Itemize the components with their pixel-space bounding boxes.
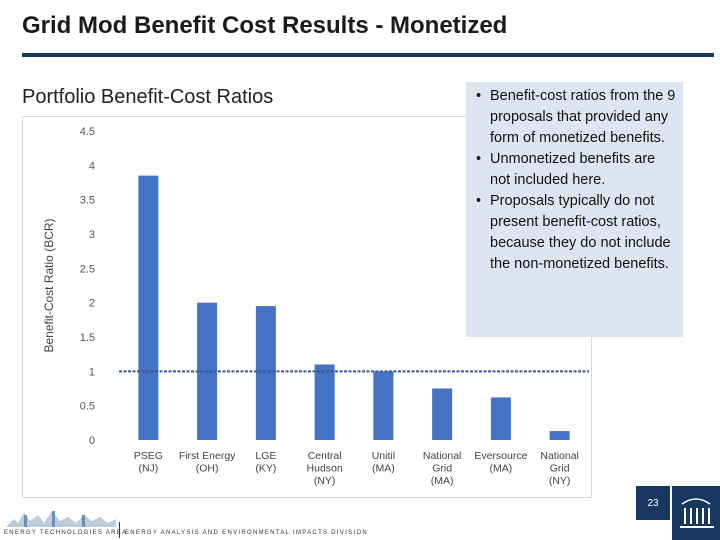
x-tick-label: LGE bbox=[255, 450, 276, 462]
footer-area-name: Energy Technologies Area bbox=[4, 530, 128, 536]
x-tick-label: (MA) bbox=[490, 463, 513, 475]
callout-bullet-list: Benefit-cost ratios from the 9 proposals… bbox=[476, 86, 677, 275]
x-tick-label: Central bbox=[308, 450, 342, 462]
y-tick-label: 4 bbox=[89, 160, 95, 172]
y-tick-label: 0 bbox=[89, 435, 95, 447]
x-tick-label: Hudson bbox=[307, 463, 343, 475]
callout-bullet: Proposals typically do not present benef… bbox=[476, 191, 677, 275]
x-tick-label: (NJ) bbox=[138, 463, 158, 475]
x-tick-label: (KY) bbox=[255, 463, 276, 475]
x-tick-label: Grid bbox=[550, 463, 570, 475]
footer-division-name: Energy Analysis and Environmental Impact… bbox=[125, 530, 369, 536]
x-tick-label: (NY) bbox=[549, 475, 571, 487]
chart-subtitle: Portfolio Benefit-Cost Ratios bbox=[22, 86, 274, 108]
y-tick-label: 3 bbox=[89, 229, 95, 241]
page-number: 23 bbox=[636, 486, 670, 520]
slide-title: Grid Mod Benefit Cost Results - Monetize… bbox=[22, 12, 508, 39]
x-tick-label: Eversource bbox=[474, 450, 527, 462]
x-tick-label: Grid bbox=[432, 463, 452, 475]
y-tick-label: 3.5 bbox=[80, 195, 95, 207]
title-underline bbox=[22, 53, 714, 57]
bar bbox=[432, 388, 453, 440]
skyline-logo-icon bbox=[6, 511, 116, 527]
x-tick-label: National bbox=[423, 450, 462, 462]
callout-box: Benefit-cost ratios from the 9 proposals… bbox=[466, 82, 683, 337]
x-tick-label: PSEG bbox=[134, 450, 163, 462]
x-tick-label: Unitil bbox=[372, 450, 395, 462]
bar bbox=[549, 431, 570, 440]
bar bbox=[490, 397, 511, 440]
x-tick-label: National bbox=[540, 450, 579, 462]
footer-divider bbox=[119, 522, 120, 538]
x-tick-label: (MA) bbox=[431, 475, 454, 487]
bar bbox=[255, 306, 276, 440]
bar bbox=[314, 364, 335, 440]
bar-chart: Benefit-Cost Ratio (BCR) 0 0.5 1 1.5 2 2.5 3 3.5… bbox=[42, 126, 589, 487]
callout-bullet: Unmonetized benefits are not included he… bbox=[476, 149, 677, 191]
y-axis-label: Benefit-Cost Ratio (BCR) bbox=[42, 218, 56, 352]
lab-logo-icon bbox=[672, 486, 720, 540]
y-tick-label: 1 bbox=[89, 366, 95, 378]
y-tick-label: 1.5 bbox=[80, 332, 95, 344]
x-tick-label: (NY) bbox=[314, 475, 336, 487]
bar bbox=[373, 371, 394, 440]
x-tick-label: First Energy bbox=[179, 450, 236, 462]
y-tick-label: 4.5 bbox=[80, 126, 95, 138]
x-tick-label: (MA) bbox=[372, 463, 395, 475]
y-tick-label: 2 bbox=[89, 298, 95, 310]
bar bbox=[138, 175, 159, 440]
x-tick-label: (OH) bbox=[196, 463, 219, 475]
y-tick-label: 2.5 bbox=[80, 263, 95, 275]
callout-bullet: Benefit-cost ratios from the 9 proposals… bbox=[476, 86, 677, 149]
y-tick-label: 0.5 bbox=[80, 401, 95, 413]
